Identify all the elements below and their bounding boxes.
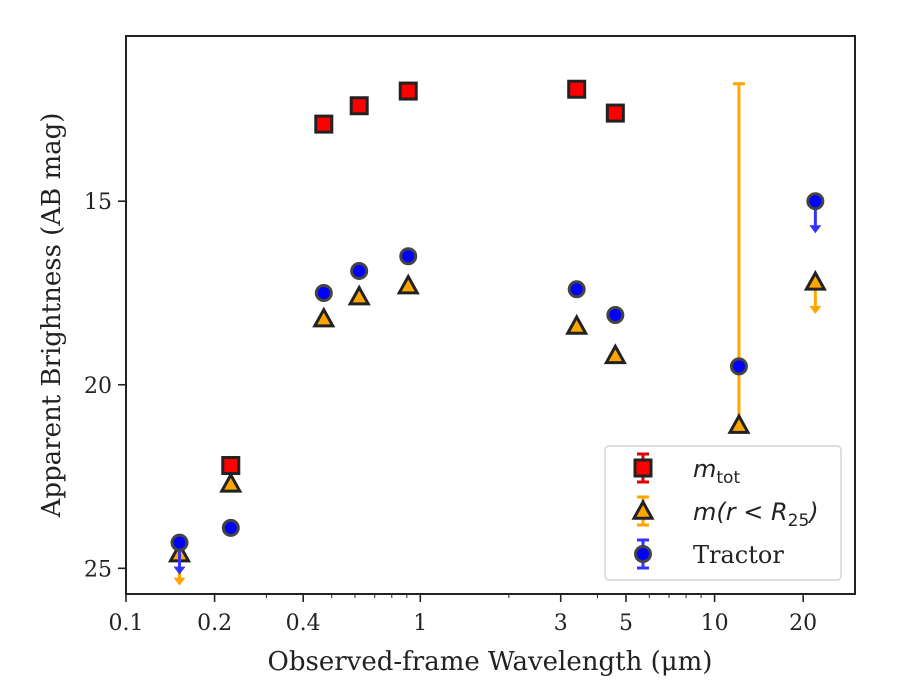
data-point-circle <box>350 261 369 280</box>
data-point-square <box>221 456 241 476</box>
upper-limit-arrow-head <box>809 305 822 314</box>
x-tick-label: 0.1 <box>109 611 144 636</box>
data-point-square <box>567 79 587 99</box>
data-point-circle <box>567 280 586 299</box>
data-point-circle <box>606 306 625 324</box>
x-tick-label: 5 <box>619 611 633 636</box>
data-point-triangle <box>565 313 589 335</box>
x-axis-label: Observed-frame Wavelength (μm) <box>268 647 713 677</box>
data-point-circle <box>806 192 825 211</box>
data-point-square <box>314 114 334 134</box>
x-tick-label: 0.4 <box>286 611 321 636</box>
x-tick-label: 3 <box>554 611 568 636</box>
y-tick-label: 20 <box>84 374 112 399</box>
x-tick-label: 20 <box>789 611 817 636</box>
legend-marker-triangle <box>631 498 655 520</box>
y-tick-label: 25 <box>84 557 112 582</box>
plot-frame <box>125 35 856 595</box>
legend-marker-circle <box>634 545 652 563</box>
data-point-circle <box>399 247 418 266</box>
legend: mtot m(r < R25) Tractor <box>604 445 842 581</box>
data-point-circle <box>221 518 240 537</box>
upper-limit-arrow-head <box>809 225 822 234</box>
legend-label-tractor: Tractor <box>693 541 784 569</box>
data-point-triangle <box>219 471 243 493</box>
data-point-triangle <box>396 273 420 295</box>
legend-label-mtot: mtot <box>693 455 740 488</box>
legend-frame <box>604 445 842 581</box>
x-tick-label: 1 <box>413 611 427 636</box>
data-point-triangle <box>603 343 627 365</box>
data-point-triangle <box>727 413 751 434</box>
data-point-circle <box>729 357 748 376</box>
upper-limit-arrow-head <box>173 577 186 586</box>
x-tick-label: 0.2 <box>197 611 232 636</box>
data-point-circle <box>170 533 189 552</box>
legend-label-mr25: m(r < R25) <box>693 498 819 531</box>
legend-markers <box>631 452 655 570</box>
data-point-square <box>605 103 625 123</box>
data-point-square <box>398 81 418 101</box>
data-layer <box>167 79 827 586</box>
data-point-triangle <box>312 306 336 328</box>
legend-marker-square <box>633 458 653 478</box>
y-axis-label: Apparent Brightness (AB mag) <box>37 113 67 519</box>
ticks-layer: 0.1 0.2 0.4 1 3 5 10 20 15 20 25 <box>84 190 817 636</box>
upper-limit-arrow-head <box>173 566 186 575</box>
data-point-triangle <box>347 284 371 306</box>
data-point-circle <box>314 283 333 302</box>
x-tick-label: 10 <box>701 611 729 636</box>
data-point-triangle <box>803 269 827 291</box>
y-tick-label: 15 <box>84 190 112 215</box>
data-point-square <box>349 96 369 116</box>
